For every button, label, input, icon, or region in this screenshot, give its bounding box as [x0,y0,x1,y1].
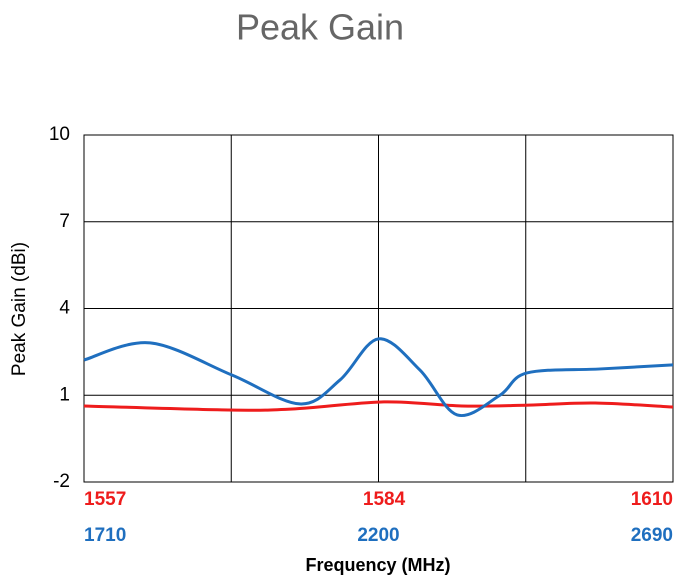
x-tick-label: 2200 [357,525,399,546]
x-axis-label: Frequency (MHz) [305,555,450,575]
series-line [83,400,674,412]
x-tick-label: 1610 [631,489,673,510]
y-tick-label: -2 [53,471,70,492]
x-tick-label: 1584 [363,489,406,510]
y-tick-label: 1 [59,384,70,405]
plot-frame [83,134,674,483]
x-tick-label: 2690 [631,525,673,546]
y-tick-label: 10 [49,124,70,145]
chart-title: Peak Gain [236,7,404,48]
series-line [83,337,674,418]
y-axis-label: Peak Gain (dBi) [9,242,30,376]
y-tick-label: 7 [59,211,70,232]
y-tick-label: 4 [59,298,70,319]
x-tick-label: 1710 [84,525,126,546]
x-tick-label: 1557 [84,489,126,510]
